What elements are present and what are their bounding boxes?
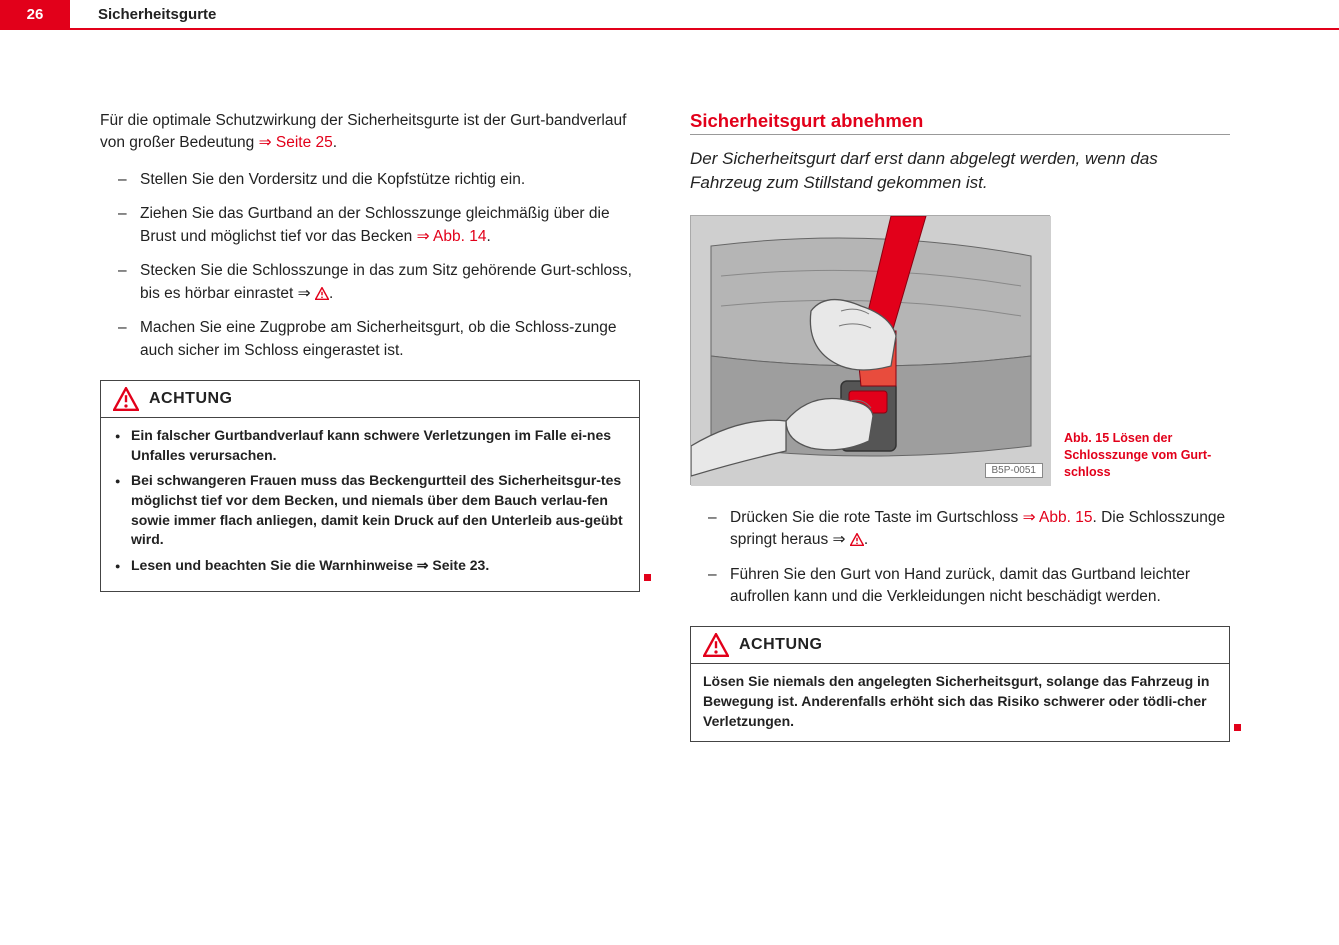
figure-link[interactable]: ⇒ Abb. 14: [417, 228, 487, 245]
warning-bullet: Ein falscher Gurtbandverlauf kann schwer…: [113, 426, 627, 465]
warning-body: Ein falscher Gurtbandverlauf kann schwer…: [101, 418, 639, 591]
wb-text-b: .: [485, 557, 489, 573]
li-text-b: .: [329, 285, 333, 302]
intro-text-b: .: [333, 134, 337, 151]
list-item: Ziehen Sie das Gurtband an der Schlosszu…: [100, 203, 640, 248]
warning-icon: [850, 533, 864, 546]
list-item: Stellen Sie den Vordersitz und die Kopfs…: [100, 169, 640, 191]
warning-header: ACHTUNG: [101, 381, 639, 418]
list-item: Drücken Sie die rote Taste im Gurtschlos…: [690, 507, 1230, 552]
warning-body: Lösen Sie niemals den angelegten Sicherh…: [691, 664, 1229, 741]
list-item: Machen Sie eine Zugprobe am Sicherheitsg…: [100, 317, 640, 362]
warning-icon: [315, 287, 329, 300]
figure-link[interactable]: ⇒ Abb. 15: [1023, 509, 1093, 526]
left-instruction-list: Stellen Sie den Vordersitz und die Kopfs…: [100, 169, 640, 362]
li-text-a: Ziehen Sie das Gurtband an der Schlosszu…: [140, 205, 610, 244]
warning-title: ACHTUNG: [149, 390, 233, 408]
left-column: Für die optimale Schutzwirkung der Siche…: [100, 110, 640, 742]
section-end-marker-icon: [644, 574, 651, 581]
subsection-intro: Der Sicherheitsgurt darf erst dann abgel…: [690, 147, 1230, 195]
warning-triangle-icon: [703, 633, 729, 657]
warning-box: ACHTUNG Lösen Sie niemals den angelegten…: [690, 626, 1230, 742]
list-item: Stecken Sie die Schlosszunge in das zum …: [100, 260, 640, 305]
page-body: Für die optimale Schutzwirkung der Siche…: [0, 30, 1339, 742]
figure-code-label: B5P-0051: [985, 463, 1043, 478]
warning-box: ACHTUNG Ein falscher Gurtbandverlauf kan…: [100, 380, 640, 592]
page-header: 26 Sicherheitsgurte: [0, 0, 1339, 30]
li-text-a: Drücken Sie die rote Taste im Gurtschlos…: [730, 509, 1023, 526]
intro-page-link[interactable]: ⇒ Seite 25: [259, 134, 333, 151]
wb-text-a: Lesen und beachten Sie die Warnhinweise …: [131, 557, 432, 573]
page-number-badge: 26: [0, 0, 70, 28]
section-end-marker-icon: [1234, 724, 1241, 731]
seatbelt-release-illustration-icon: [691, 216, 1051, 486]
warning-bullet: Lesen und beachten Sie die Warnhinweise …: [113, 556, 627, 576]
warning-bullet: Bei schwangeren Frauen muss das Beckengu…: [113, 471, 627, 549]
figure-illustration: B5P-0051: [690, 215, 1050, 485]
warning-title: ACHTUNG: [739, 636, 823, 654]
figure-row: B5P-0051 Abb. 15 Lösen der Schlosszunge …: [690, 215, 1230, 485]
li-text-b: .: [486, 228, 490, 245]
right-column: Sicherheitsgurt abnehmen Der Sicherheits…: [690, 110, 1230, 742]
li-text-c: .: [864, 531, 868, 548]
warning-header: ACHTUNG: [691, 627, 1229, 664]
list-item: Führen Sie den Gurt von Hand zurück, dam…: [690, 564, 1230, 609]
intro-text-a: Für die optimale Schutzwirkung der Siche…: [100, 112, 626, 151]
right-instruction-list: Drücken Sie die rote Taste im Gurtschlos…: [690, 507, 1230, 609]
subsection-heading: Sicherheitsgurt abnehmen: [690, 110, 1230, 135]
figure-caption: Abb. 15 Lösen der Schlosszunge vom Gurt-…: [1064, 430, 1224, 481]
li-text-a: Stecken Sie die Schlosszunge in das zum …: [140, 262, 632, 301]
intro-paragraph: Für die optimale Schutzwirkung der Siche…: [100, 110, 640, 155]
header-section-title: Sicherheitsgurte: [70, 0, 216, 28]
warning-triangle-icon: [113, 387, 139, 411]
warning-page-link[interactable]: Seite 23: [432, 557, 485, 573]
